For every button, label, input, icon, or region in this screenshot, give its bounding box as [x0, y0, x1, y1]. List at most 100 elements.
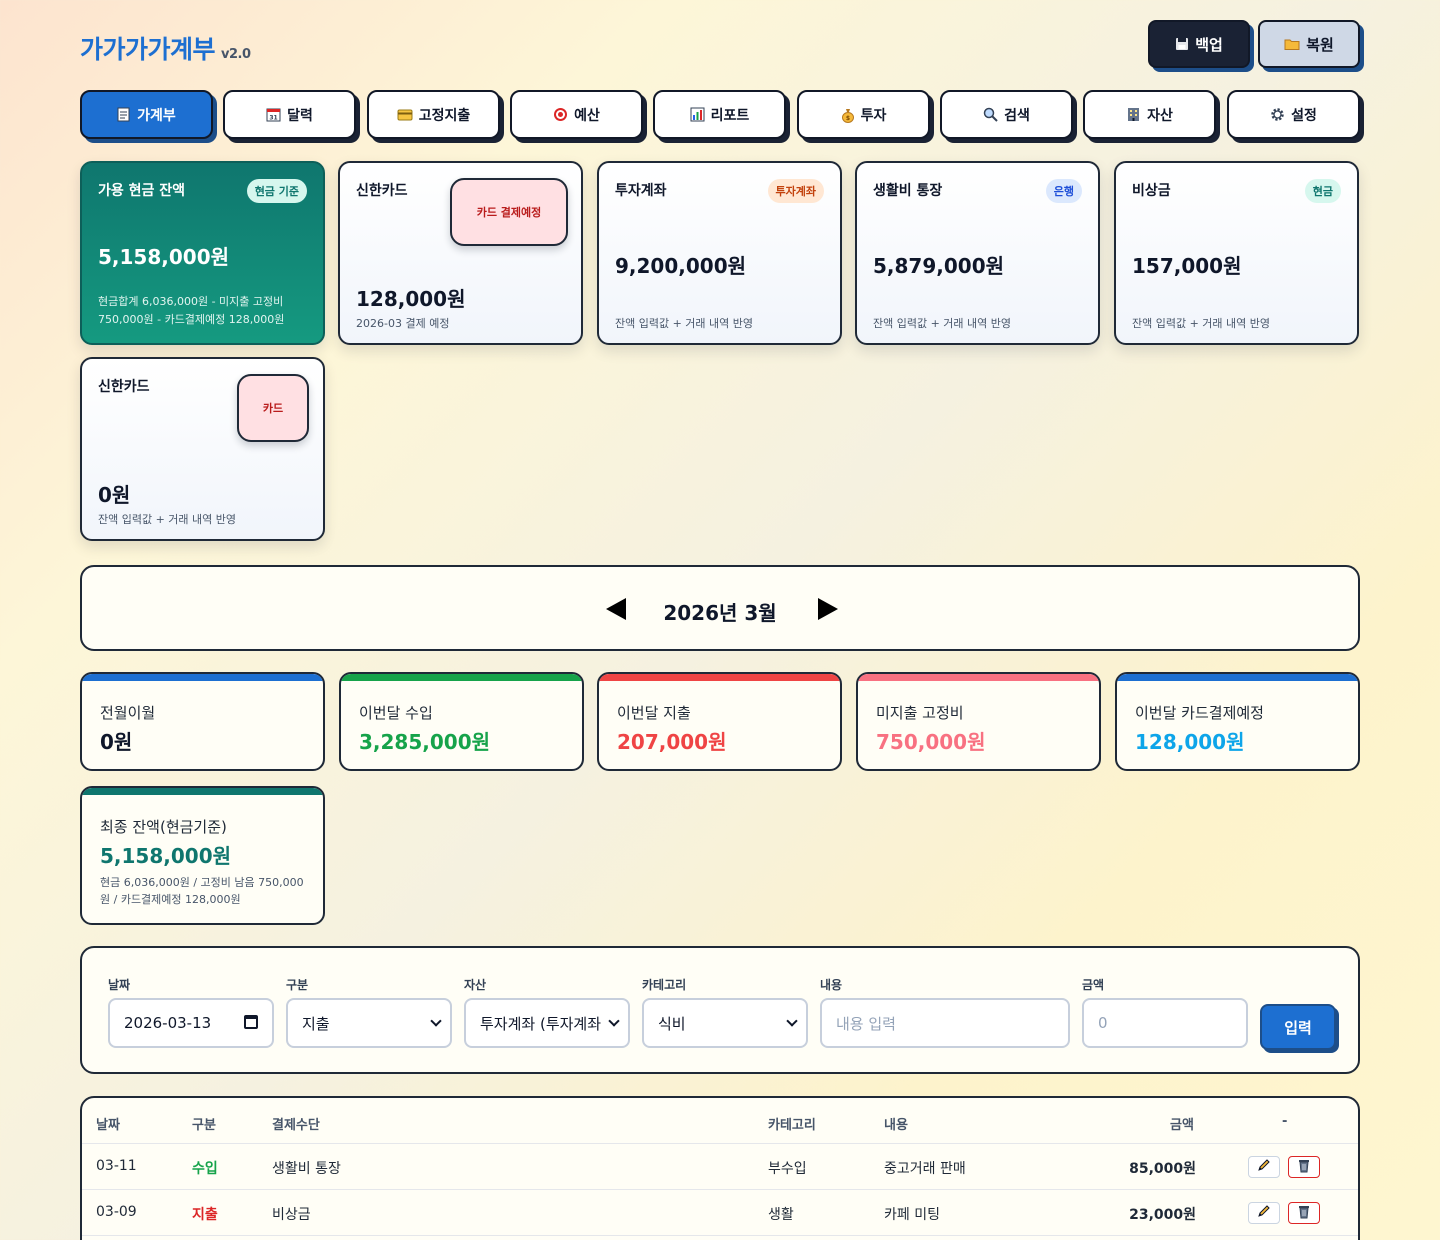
- account-note: 잔액 입력값 + 거래 내역 반영: [873, 317, 1012, 330]
- row-method: 비상금: [272, 1207, 311, 1223]
- type-select[interactable]: 지출: [286, 998, 452, 1048]
- tab-ledger[interactable]: 가계부: [80, 90, 213, 139]
- amount-input[interactable]: 0: [1082, 998, 1248, 1048]
- account-amount: 5,879,000원: [873, 254, 1005, 278]
- col-date: 날짜: [96, 1118, 120, 1133]
- account-card-shinhan-2[interactable]: 신한카드 카드 0원 잔액 입력값 + 거래 내역 반영: [80, 357, 325, 541]
- calendar-picker-icon[interactable]: [244, 1015, 258, 1029]
- chevron-down-icon: [608, 1015, 620, 1027]
- account-note: 잔액 입력값 + 거래 내역 반영: [615, 317, 754, 330]
- tab-fixed-expense[interactable]: 고정지출: [367, 90, 500, 139]
- restore-button[interactable]: 복원: [1258, 20, 1360, 68]
- transaction-table: 날짜 구분 결제수단 카테고리 내용 금액 - 03-11 수입 생활비 통장 …: [80, 1096, 1360, 1240]
- tab-calendar[interactable]: 31 달력: [223, 90, 356, 139]
- row-type: 수입: [192, 1161, 218, 1177]
- stat-value: 0원: [100, 730, 133, 754]
- money-bag-icon: $: [841, 107, 855, 123]
- trash-icon: [1297, 1158, 1311, 1177]
- account-card-investment[interactable]: 투자계좌 투자계좌 9,200,000원 잔액 입력값 + 거래 내역 반영: [597, 161, 842, 345]
- chevron-down-icon: [430, 1015, 442, 1027]
- delete-button[interactable]: [1288, 1202, 1320, 1224]
- asset-label: 자산: [464, 978, 487, 992]
- stat-bar: [599, 674, 840, 681]
- account-amount: 128,000원: [356, 287, 466, 311]
- col-description: 내용: [884, 1118, 908, 1133]
- tab-label: 가계부: [137, 107, 176, 124]
- submit-button[interactable]: 입력: [1260, 1004, 1336, 1050]
- stat-label: 이번달 카드결제예정: [1135, 704, 1264, 722]
- account-amount: 0원: [98, 483, 131, 507]
- row-date: 03-09: [96, 1204, 137, 1220]
- app-title: 가가가가계부 v2.0: [80, 30, 251, 66]
- delete-button[interactable]: [1288, 1156, 1320, 1178]
- description-input[interactable]: 내용 입력: [820, 998, 1070, 1048]
- account-name: 신한카드: [98, 379, 150, 395]
- tab-settings[interactable]: 설정: [1227, 90, 1360, 139]
- trash-icon: [1297, 1204, 1311, 1223]
- stat-label: 미지출 고정비: [876, 704, 964, 722]
- stat-carry-over: 전월이월 0원: [80, 672, 325, 771]
- tab-label: 자산: [1147, 107, 1173, 124]
- tab-label: 검색: [1004, 107, 1030, 124]
- stat-expense: 이번달 지출 207,000원: [597, 672, 842, 771]
- stat-value: 207,000원: [617, 730, 727, 754]
- asset-value: 투자계좌 (투자계좌: [480, 1014, 602, 1033]
- tab-label: 예산: [574, 107, 600, 124]
- prev-month-icon[interactable]: [606, 598, 626, 620]
- account-card-cash[interactable]: 가용 현금 잔액 현금 기준 5,158,000원 현금합계 6,036,000…: [80, 161, 325, 345]
- stat-income: 이번달 수입 3,285,000원: [339, 672, 584, 771]
- tab-search[interactable]: 검색: [940, 90, 1073, 139]
- row-category: 부수입: [768, 1161, 807, 1177]
- edit-button[interactable]: [1248, 1202, 1280, 1224]
- account-amount: 9,200,000원: [615, 254, 747, 278]
- svg-text:31: 31: [269, 115, 277, 122]
- date-input[interactable]: 2026-03-13: [108, 998, 274, 1048]
- stat-bar: [82, 674, 323, 681]
- account-card-shinhan[interactable]: 신한카드 카드 결제예정 128,000원 2026-03 결제 예정: [338, 161, 583, 345]
- current-month: 2026년 3월: [663, 601, 777, 625]
- category-select[interactable]: 식비: [642, 998, 808, 1048]
- account-name: 비상금: [1132, 183, 1171, 199]
- svg-text:$: $: [846, 115, 850, 122]
- stat-label: 이번달 수입: [359, 704, 433, 722]
- table-header: 날짜 구분 결제수단 카테고리 내용 금액 -: [82, 1098, 1358, 1144]
- card-box: 카드: [237, 374, 309, 442]
- credit-card-icon: [397, 109, 413, 121]
- backup-label: 백업: [1195, 35, 1223, 54]
- stat-value: 5,158,000원: [100, 844, 232, 868]
- app-header: 가가가가계부 v2.0 백업 복원: [80, 20, 1362, 70]
- target-icon: [553, 107, 568, 122]
- tab-label: 투자: [860, 107, 887, 124]
- next-month-icon[interactable]: [818, 598, 838, 620]
- type-label: 구분: [286, 978, 309, 992]
- description-placeholder: 내용 입력: [836, 1014, 896, 1033]
- stat-bar: [858, 674, 1099, 681]
- building-icon: [1126, 107, 1141, 122]
- tab-budget[interactable]: 예산: [510, 90, 643, 139]
- floppy-disk-icon: [1175, 37, 1189, 51]
- account-note: 잔액 입력값 + 거래 내역 반영: [98, 513, 237, 526]
- row-description: 카페 미팅: [884, 1207, 940, 1223]
- backup-button[interactable]: 백업: [1148, 20, 1250, 68]
- category-label: 카테고리: [642, 978, 687, 992]
- stat-unpaid-fixed: 미지출 고정비 750,000원: [856, 672, 1101, 771]
- account-amount: 157,000원: [1132, 254, 1242, 278]
- asset-select[interactable]: 투자계좌 (투자계좌: [464, 998, 630, 1048]
- tab-assets[interactable]: 자산: [1083, 90, 1216, 139]
- account-card-emergency[interactable]: 비상금 현금 157,000원 잔액 입력값 + 거래 내역 반영: [1114, 161, 1359, 345]
- edit-button[interactable]: [1248, 1156, 1280, 1178]
- account-badge: 현금: [1304, 179, 1341, 203]
- account-note: 2026-03 결제 예정: [356, 317, 450, 330]
- card-due-box: 카드 결제예정: [450, 178, 568, 246]
- search-icon: [983, 107, 998, 122]
- stat-label: 이번달 지출: [617, 704, 691, 722]
- tab-investment[interactable]: $ 투자: [797, 90, 930, 139]
- table-row: 03-11 수입 생활비 통장 부수입 중고거래 판매 85,000원: [82, 1144, 1358, 1190]
- tab-label: 고정지출: [418, 107, 471, 124]
- stat-card-due: 이번달 카드결제예정 128,000원: [1115, 672, 1360, 771]
- account-badge: 현금 기준: [246, 179, 307, 203]
- col-type: 구분: [192, 1118, 216, 1133]
- account-card-living[interactable]: 생활비 통장 은행 5,879,000원 잔액 입력값 + 거래 내역 반영: [855, 161, 1100, 345]
- app-title-text: 가가가가계부: [80, 35, 216, 64]
- tab-report[interactable]: 리포트: [653, 90, 786, 139]
